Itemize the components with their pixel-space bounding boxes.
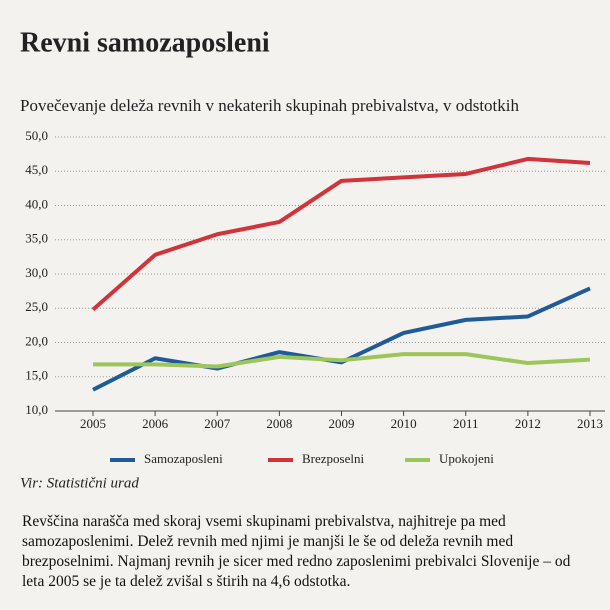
x-tick-label: 2005 [80, 416, 106, 431]
chart-subtitle: Povečevanje deleža revnih v nekaterih sk… [20, 96, 519, 115]
y-tick-label: 30,0 [25, 265, 48, 280]
y-tick-label: 35,0 [25, 231, 48, 246]
legend-label: Brezposelni [302, 451, 364, 466]
x-tick-label: 2007 [204, 416, 231, 431]
chart: Revni samozaposleni Povečevanje deleža r… [20, 27, 605, 491]
x-tick-label: 2012 [515, 416, 541, 431]
x-tick-label: 2008 [266, 416, 292, 431]
legend-label: Samozaposleni [144, 451, 223, 466]
x-tick-label: 2009 [329, 416, 355, 431]
y-tick-label: 50,0 [25, 128, 48, 143]
x-tick-label: 2011 [453, 416, 479, 431]
y-tick-label: 10,0 [25, 402, 48, 417]
legend-label: Upokojeni [439, 451, 494, 466]
series-line [92, 286, 591, 392]
y-tick-label: 40,0 [25, 196, 48, 211]
series-line [93, 352, 591, 369]
series-line [91, 156, 591, 312]
x-tick-label: 2010 [391, 416, 417, 431]
source: Vir: Statistični urad [20, 475, 139, 491]
y-tick-label: 45,0 [25, 162, 48, 177]
y-tick-label: 15,0 [25, 368, 48, 383]
x-tick-label: 2006 [142, 416, 169, 431]
description: Revščina narašča med skoraj vsemi skupin… [22, 513, 571, 590]
chart-title: Revni samozaposleni [20, 27, 270, 58]
y-tick-label: 25,0 [25, 299, 48, 314]
x-tick-label: 2013 [577, 416, 603, 431]
y-tick-label: 20,0 [25, 333, 48, 348]
